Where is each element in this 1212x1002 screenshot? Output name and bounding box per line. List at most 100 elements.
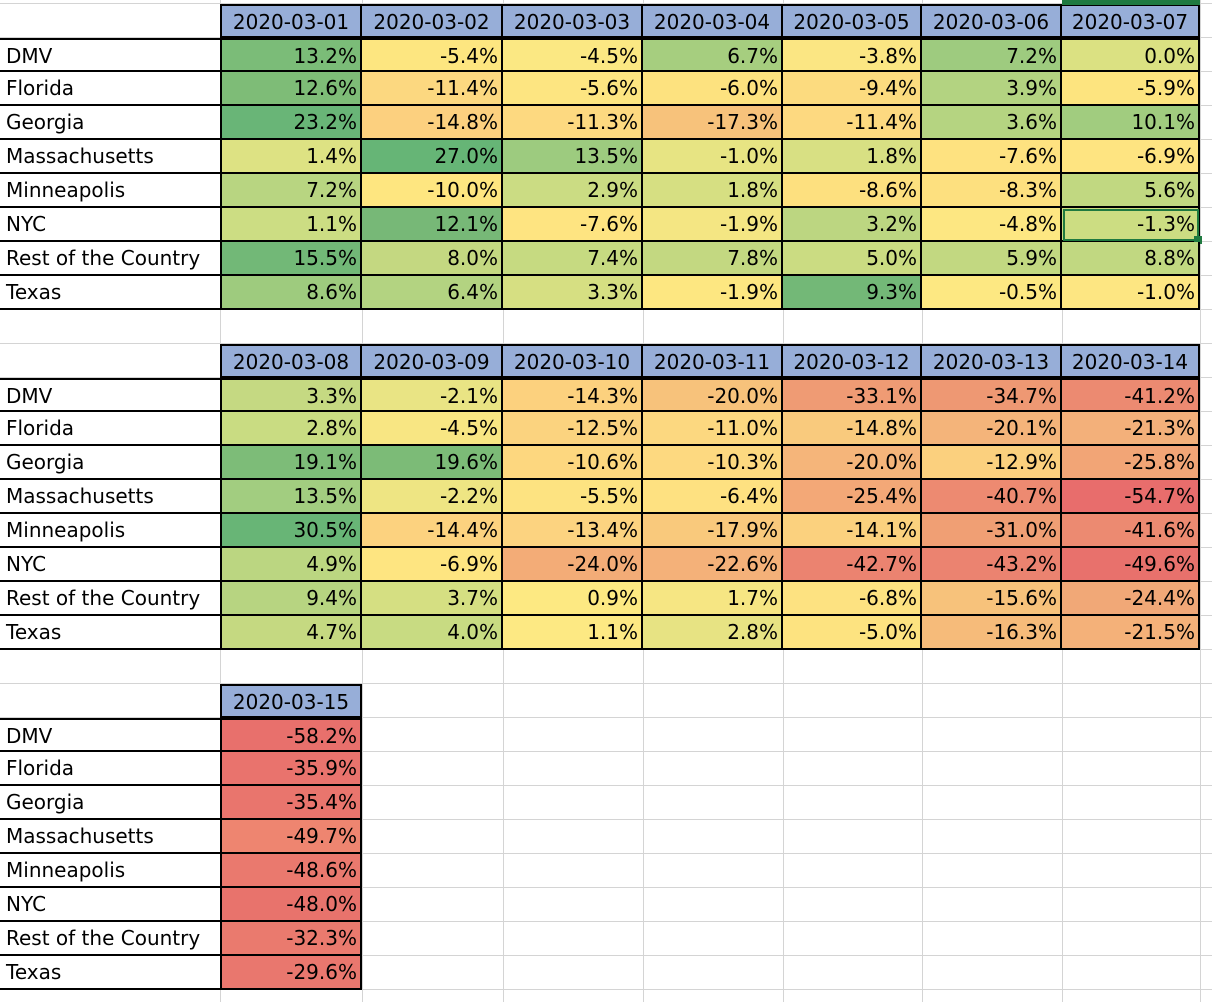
value-cell[interactable]: 13.2% (220, 38, 362, 72)
row-label-cell[interactable]: Minneapolis (0, 854, 220, 888)
value-cell[interactable]: 7.8% (643, 242, 783, 276)
row-label-cell[interactable]: Florida (0, 752, 220, 786)
row-label-cell[interactable]: Texas (0, 956, 220, 990)
value-cell[interactable]: -10.6% (503, 446, 643, 480)
value-cell[interactable]: 10.1% (1062, 106, 1200, 140)
row-label-cell[interactable]: Georgia (0, 446, 220, 480)
value-cell[interactable]: -4.8% (922, 208, 1062, 242)
value-cell[interactable]: 7.4% (503, 242, 643, 276)
value-cell[interactable]: 0.9% (503, 582, 643, 616)
value-cell[interactable]: 6.7% (643, 38, 783, 72)
value-cell[interactable]: -16.3% (922, 616, 1062, 650)
value-cell[interactable]: -25.8% (1062, 446, 1200, 480)
value-cell[interactable]: -25.4% (783, 480, 922, 514)
value-cell[interactable]: -34.7% (922, 378, 1062, 412)
value-cell[interactable]: -6.4% (643, 480, 783, 514)
value-cell[interactable]: 0.0% (1062, 38, 1200, 72)
value-cell[interactable]: 15.5% (220, 242, 362, 276)
row-label-cell[interactable]: Massachusetts (0, 480, 220, 514)
value-cell[interactable]: -5.0% (783, 616, 922, 650)
value-cell[interactable]: 4.0% (362, 616, 503, 650)
value-cell[interactable]: -2.2% (362, 480, 503, 514)
value-cell[interactable]: -5.5% (503, 480, 643, 514)
value-cell[interactable]: -1.0% (643, 140, 783, 174)
value-cell[interactable]: -17.9% (643, 514, 783, 548)
date-header-cell[interactable]: 2020-03-05 (783, 4, 922, 38)
date-header-cell[interactable]: 2020-03-15 (220, 684, 362, 718)
value-cell[interactable]: 5.0% (783, 242, 922, 276)
value-cell[interactable]: 3.7% (362, 582, 503, 616)
row-label-cell[interactable]: DMV (0, 378, 220, 412)
date-header-cell[interactable]: 2020-03-10 (503, 344, 643, 378)
value-cell[interactable]: 2.9% (503, 174, 643, 208)
value-cell[interactable]: 8.0% (362, 242, 503, 276)
value-cell[interactable]: -9.4% (783, 72, 922, 106)
value-cell[interactable]: 3.2% (783, 208, 922, 242)
row-label-cell[interactable]: Minneapolis (0, 174, 220, 208)
date-header-cell[interactable]: 2020-03-07 (1062, 4, 1200, 38)
value-cell[interactable]: 9.3% (783, 276, 922, 310)
row-label-cell[interactable]: Florida (0, 72, 220, 106)
value-cell[interactable]: -40.7% (922, 480, 1062, 514)
date-header-cell[interactable]: 2020-03-02 (362, 4, 503, 38)
value-cell[interactable]: -49.6% (1062, 548, 1200, 582)
value-cell[interactable]: 5.6% (1062, 174, 1200, 208)
row-label-cell[interactable]: Rest of the Country (0, 242, 220, 276)
value-cell[interactable]: -48.0% (220, 888, 362, 922)
value-cell[interactable]: 13.5% (220, 480, 362, 514)
value-cell[interactable]: 13.5% (503, 140, 643, 174)
row-label-cell[interactable]: Massachusetts (0, 140, 220, 174)
value-cell[interactable]: -14.8% (783, 412, 922, 446)
value-cell[interactable]: 30.5% (220, 514, 362, 548)
value-cell[interactable]: -11.4% (362, 72, 503, 106)
value-cell[interactable]: -24.4% (1062, 582, 1200, 616)
value-cell[interactable]: 3.3% (220, 378, 362, 412)
value-cell[interactable]: -49.7% (220, 820, 362, 854)
row-label-cell[interactable]: NYC (0, 888, 220, 922)
value-cell[interactable]: -20.1% (922, 412, 1062, 446)
value-cell[interactable]: -8.3% (922, 174, 1062, 208)
value-cell[interactable]: 19.6% (362, 446, 503, 480)
row-label-cell[interactable]: Florida (0, 412, 220, 446)
value-cell[interactable]: -24.0% (503, 548, 643, 582)
value-cell[interactable]: -42.7% (783, 548, 922, 582)
value-cell[interactable]: -21.5% (1062, 616, 1200, 650)
row-label-cell[interactable]: Minneapolis (0, 514, 220, 548)
value-cell[interactable]: 1.7% (643, 582, 783, 616)
value-cell[interactable]: -7.6% (503, 208, 643, 242)
value-cell[interactable]: -33.1% (783, 378, 922, 412)
value-cell[interactable]: -6.9% (1062, 140, 1200, 174)
date-header-cell[interactable]: 2020-03-11 (643, 344, 783, 378)
value-cell[interactable]: -3.8% (783, 38, 922, 72)
value-cell[interactable]: -41.6% (1062, 514, 1200, 548)
value-cell[interactable]: -10.3% (643, 446, 783, 480)
value-cell[interactable]: -20.0% (783, 446, 922, 480)
value-cell[interactable]: -12.5% (503, 412, 643, 446)
value-cell[interactable]: -1.9% (643, 276, 783, 310)
value-cell[interactable]: -14.1% (783, 514, 922, 548)
value-cell[interactable]: -4.5% (503, 38, 643, 72)
value-cell[interactable]: 7.2% (220, 174, 362, 208)
value-cell[interactable]: -35.9% (220, 752, 362, 786)
value-cell[interactable]: 12.1% (362, 208, 503, 242)
value-cell[interactable]: -17.3% (643, 106, 783, 140)
value-cell[interactable]: -7.6% (922, 140, 1062, 174)
value-cell[interactable]: -20.0% (643, 378, 783, 412)
value-cell[interactable]: 3.3% (503, 276, 643, 310)
row-label-cell[interactable]: Massachusetts (0, 820, 220, 854)
value-cell[interactable]: -41.2% (1062, 378, 1200, 412)
row-label-cell[interactable]: Texas (0, 616, 220, 650)
row-label-cell[interactable]: Georgia (0, 106, 220, 140)
value-cell[interactable]: 4.9% (220, 548, 362, 582)
value-cell[interactable]: -11.0% (643, 412, 783, 446)
date-header-cell[interactable]: 2020-03-12 (783, 344, 922, 378)
value-cell[interactable]: -11.4% (783, 106, 922, 140)
value-cell[interactable]: -15.6% (922, 582, 1062, 616)
value-cell[interactable]: 1.8% (643, 174, 783, 208)
date-header-cell[interactable]: 2020-03-04 (643, 4, 783, 38)
value-cell[interactable]: -10.0% (362, 174, 503, 208)
value-cell[interactable]: 12.6% (220, 72, 362, 106)
value-cell[interactable]: -11.3% (503, 106, 643, 140)
row-label-cell[interactable]: DMV (0, 38, 220, 72)
date-header-cell[interactable]: 2020-03-01 (220, 4, 362, 38)
